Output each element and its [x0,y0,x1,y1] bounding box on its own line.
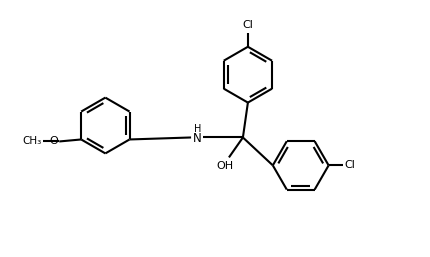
Text: CH₃: CH₃ [22,136,41,146]
Text: O: O [49,136,58,146]
Text: OH: OH [216,161,233,171]
Text: H: H [194,124,202,134]
Text: Cl: Cl [243,20,253,30]
Text: Cl: Cl [344,160,356,170]
Text: N: N [193,132,201,145]
